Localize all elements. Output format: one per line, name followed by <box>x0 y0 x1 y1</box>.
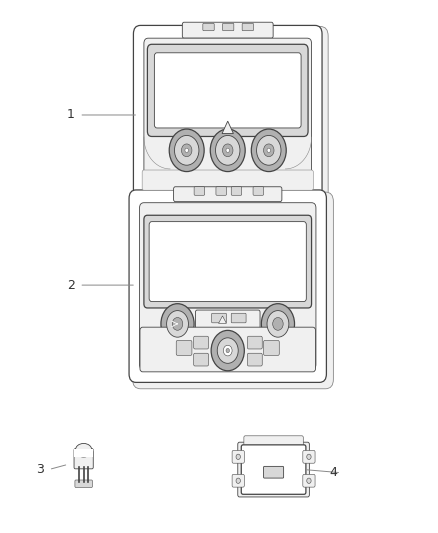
Polygon shape <box>222 121 233 134</box>
Circle shape <box>257 135 281 165</box>
Circle shape <box>236 478 240 483</box>
FancyBboxPatch shape <box>173 187 282 201</box>
FancyBboxPatch shape <box>247 336 262 349</box>
FancyBboxPatch shape <box>232 450 244 463</box>
FancyBboxPatch shape <box>303 474 315 487</box>
Circle shape <box>267 148 271 152</box>
FancyBboxPatch shape <box>74 449 93 469</box>
Circle shape <box>236 454 240 459</box>
Circle shape <box>223 144 233 157</box>
Circle shape <box>211 330 244 371</box>
Circle shape <box>307 454 311 459</box>
FancyBboxPatch shape <box>212 313 226 323</box>
FancyBboxPatch shape <box>231 187 242 195</box>
FancyBboxPatch shape <box>176 341 192 356</box>
Circle shape <box>215 135 240 165</box>
Circle shape <box>226 349 230 353</box>
Circle shape <box>226 148 230 152</box>
Circle shape <box>264 144 274 157</box>
FancyBboxPatch shape <box>129 190 326 382</box>
Circle shape <box>223 345 232 356</box>
Circle shape <box>261 304 294 344</box>
Text: 1: 1 <box>67 109 75 122</box>
Circle shape <box>273 318 283 330</box>
FancyBboxPatch shape <box>154 53 301 128</box>
Circle shape <box>307 478 311 483</box>
Text: 3: 3 <box>36 463 44 476</box>
Polygon shape <box>219 316 226 324</box>
FancyBboxPatch shape <box>142 170 313 190</box>
Circle shape <box>181 144 192 157</box>
FancyBboxPatch shape <box>231 313 246 323</box>
FancyBboxPatch shape <box>149 222 306 302</box>
FancyBboxPatch shape <box>194 336 208 349</box>
Text: 2: 2 <box>67 279 75 292</box>
Circle shape <box>174 135 199 165</box>
FancyBboxPatch shape <box>194 187 205 195</box>
FancyBboxPatch shape <box>144 38 311 187</box>
FancyBboxPatch shape <box>194 353 208 366</box>
FancyBboxPatch shape <box>247 353 262 366</box>
FancyBboxPatch shape <box>203 23 214 31</box>
FancyBboxPatch shape <box>182 22 273 38</box>
FancyBboxPatch shape <box>216 187 226 195</box>
FancyBboxPatch shape <box>74 449 93 457</box>
FancyBboxPatch shape <box>136 27 328 205</box>
FancyBboxPatch shape <box>238 442 309 497</box>
FancyBboxPatch shape <box>140 203 316 369</box>
Circle shape <box>267 311 289 337</box>
Circle shape <box>217 338 238 364</box>
FancyBboxPatch shape <box>223 23 234 31</box>
FancyBboxPatch shape <box>148 44 308 136</box>
FancyBboxPatch shape <box>140 327 315 372</box>
Ellipse shape <box>75 443 92 457</box>
Circle shape <box>251 129 286 172</box>
FancyBboxPatch shape <box>264 466 284 478</box>
Circle shape <box>166 311 188 337</box>
FancyBboxPatch shape <box>133 192 333 389</box>
FancyBboxPatch shape <box>75 480 92 488</box>
FancyBboxPatch shape <box>134 26 322 199</box>
FancyBboxPatch shape <box>241 445 306 494</box>
Circle shape <box>161 304 194 344</box>
Circle shape <box>210 129 245 172</box>
FancyBboxPatch shape <box>303 450 315 463</box>
Circle shape <box>169 129 204 172</box>
FancyBboxPatch shape <box>144 215 311 308</box>
FancyBboxPatch shape <box>264 341 279 356</box>
FancyBboxPatch shape <box>232 474 244 487</box>
Circle shape <box>185 148 188 152</box>
FancyBboxPatch shape <box>195 310 260 338</box>
Circle shape <box>172 318 183 330</box>
FancyBboxPatch shape <box>253 187 264 195</box>
FancyBboxPatch shape <box>242 23 254 31</box>
FancyBboxPatch shape <box>244 436 303 449</box>
Text: 4: 4 <box>329 466 337 479</box>
